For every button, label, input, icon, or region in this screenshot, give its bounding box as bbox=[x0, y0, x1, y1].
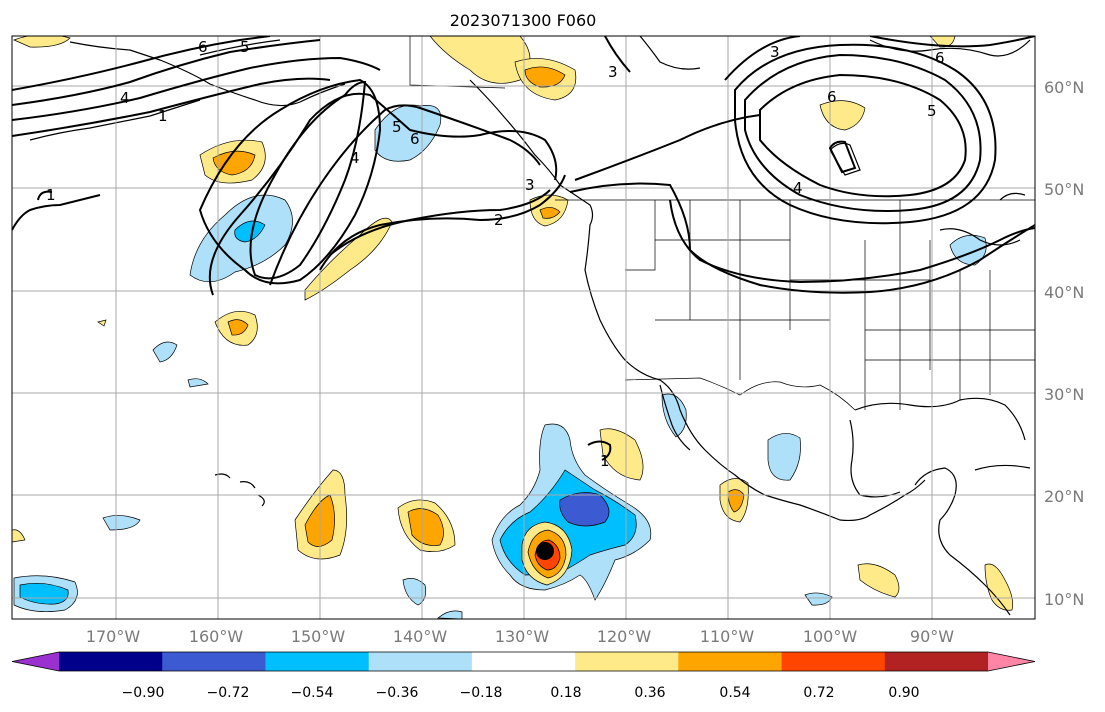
longitude-labels: 170°W 160°W 150°W 140°W 130°W 120°W 110°… bbox=[86, 627, 954, 646]
contour-label: 6 bbox=[827, 88, 837, 106]
colorbar-segment bbox=[781, 652, 886, 671]
contour-label: 1 bbox=[46, 186, 56, 204]
latitude-labels: 60°N 50°N 40°N 30°N 20°N 10°N bbox=[1044, 78, 1084, 609]
contour-label: 4 bbox=[793, 179, 803, 197]
lon-label: 130°W bbox=[495, 627, 550, 646]
colorbar-segment bbox=[884, 652, 989, 671]
contour-label: 4 bbox=[350, 149, 360, 167]
colorbar-tick-label: 0.18 bbox=[550, 685, 581, 701]
contour-label: 2 bbox=[494, 211, 504, 229]
colorbar bbox=[11, 651, 1036, 672]
colorbar-tick-label: 0.72 bbox=[803, 685, 834, 701]
colorbar-segment bbox=[59, 652, 163, 671]
colorbar-segment bbox=[678, 652, 783, 671]
colorbar-segment bbox=[471, 652, 576, 671]
contour-label: 6 bbox=[410, 130, 420, 148]
lon-label: 100°W bbox=[803, 627, 858, 646]
map-frame bbox=[11, 35, 1036, 620]
figure-title: 2023071300 F060 bbox=[450, 11, 597, 30]
contour-label: 3 bbox=[608, 63, 618, 81]
contour-label: 1 bbox=[600, 452, 610, 470]
colorbar-tick-label: −0.36 bbox=[376, 685, 419, 701]
colorbar-tick-label: −0.72 bbox=[207, 685, 250, 701]
colorbar-extend-min bbox=[12, 652, 59, 671]
lat-label: 10°N bbox=[1044, 590, 1084, 609]
contour-label: 1 bbox=[158, 107, 168, 125]
contour-label: 3 bbox=[525, 176, 535, 194]
contour-label: 3 bbox=[770, 43, 780, 61]
colorbar-ticks: −0.90 −0.72 −0.54 −0.36 −0.18 0.18 0.36 … bbox=[122, 685, 920, 701]
storm-center-marker bbox=[536, 542, 554, 560]
contour-label: 5 bbox=[392, 118, 402, 136]
map-panel: 6 5 4 3 1 4 5 6 2 3 3 6 6 5 4 1 1 bbox=[11, 35, 1036, 620]
colorbar-segment bbox=[162, 652, 266, 671]
colorbar-outline bbox=[11, 651, 1036, 672]
lat-label: 30°N bbox=[1044, 385, 1084, 404]
contour-label: 5 bbox=[240, 38, 250, 56]
lon-label: 170°W bbox=[86, 627, 141, 646]
lat-label: 60°N bbox=[1044, 78, 1084, 97]
lon-label: 90°W bbox=[910, 627, 954, 646]
colorbar-tick-label: −0.54 bbox=[291, 685, 334, 701]
contour-layer bbox=[12, 36, 1035, 461]
gridlines bbox=[12, 36, 1035, 619]
lon-label: 120°W bbox=[597, 627, 652, 646]
lat-label: 40°N bbox=[1044, 283, 1084, 302]
colorbar-tick-label: 0.90 bbox=[888, 685, 919, 701]
contour-label: 5 bbox=[927, 102, 937, 120]
colorbar-segment bbox=[575, 652, 679, 671]
colorbar-tick-label: −0.90 bbox=[122, 685, 165, 701]
contour-label: 4 bbox=[120, 89, 130, 107]
colorbar-segment bbox=[368, 652, 473, 671]
lon-label: 140°W bbox=[393, 627, 448, 646]
lon-label: 110°W bbox=[700, 627, 755, 646]
contour-label-layer: 6 5 4 3 1 4 5 6 2 3 3 6 6 5 4 1 1 bbox=[46, 38, 945, 470]
colorbar-tick-label: 0.36 bbox=[634, 685, 665, 701]
lat-label: 20°N bbox=[1044, 487, 1084, 506]
lon-label: 150°W bbox=[291, 627, 346, 646]
lat-label: 50°N bbox=[1044, 180, 1084, 199]
contour-label: 6 bbox=[198, 38, 208, 56]
colorbar-segment bbox=[265, 652, 370, 671]
colorbar-extend-max bbox=[988, 652, 1035, 671]
colorbar-tick-label: 0.54 bbox=[719, 685, 750, 701]
contour-label: 6 bbox=[935, 49, 945, 67]
colorbar-tick-label: −0.18 bbox=[460, 685, 503, 701]
lon-label: 160°W bbox=[189, 627, 244, 646]
